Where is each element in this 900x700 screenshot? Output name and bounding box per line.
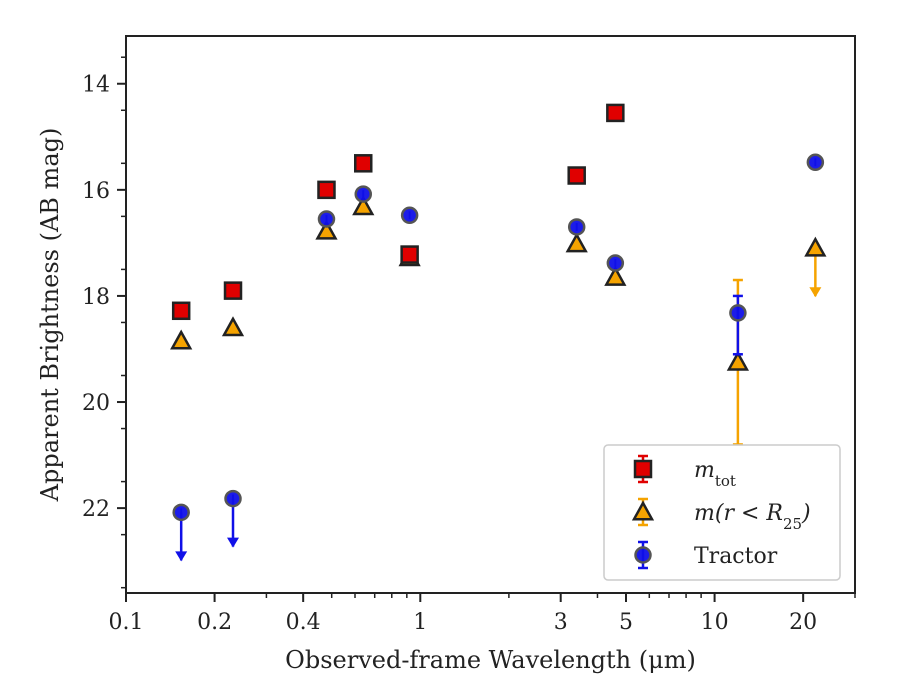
legend-entry-1: mtot — [633, 454, 736, 490]
legend-entry-2: m(r < R25) — [631, 497, 811, 533]
y-tick-label-4: 20 — [82, 391, 110, 416]
x-tick-label-5: 3 — [554, 610, 568, 635]
series-1-point-2 — [223, 281, 243, 300]
series-3-point-1-upper-limit-arrow-head — [175, 551, 188, 562]
legend-label-2: m(r < R25) — [694, 501, 811, 533]
x-tick-label-6: 5 — [619, 610, 633, 635]
series-1-point-7 — [606, 103, 625, 123]
series-3-point-3 — [317, 210, 336, 228]
series-3-point-2 — [224, 489, 242, 508]
series-2 — [170, 195, 827, 446]
y-axis-label: Apparent Brightness (AB mag) — [36, 128, 64, 503]
series-3-point-4 — [354, 185, 373, 203]
series-1 — [171, 103, 625, 321]
series-2-point-2 — [221, 316, 245, 337]
series-2-point-7 — [604, 265, 627, 286]
series-2-point-3 — [315, 219, 338, 240]
legend-entry-3: Tractor — [634, 540, 778, 570]
series-1-point-1 — [171, 301, 191, 321]
x-tick-label-3: 0.4 — [286, 610, 321, 635]
x-axis-label: Observed-frame Wavelength (μm) — [285, 646, 696, 674]
series-2-point-8 — [726, 350, 750, 371]
x-tick-label-1: 0.1 — [109, 610, 144, 635]
plot-frame — [125, 35, 856, 594]
series-2-point-1 — [170, 329, 193, 350]
legend-box — [603, 444, 841, 581]
series-1-point-3 — [317, 180, 336, 200]
legend-label-3: Tractor — [694, 544, 778, 569]
series-3 — [172, 153, 825, 562]
series-1-point-6 — [567, 166, 586, 185]
series-3-point-2-upper-limit-arrow-head — [227, 537, 240, 548]
series-1-point-5 — [400, 245, 419, 264]
x-tick-label-7: 10 — [701, 610, 729, 635]
legend: mtot m(r < R25) Tractor — [603, 444, 841, 581]
series-2-point-6 — [565, 232, 588, 253]
x-tick-label-8: 20 — [789, 610, 817, 635]
y-tick-label-2: 16 — [82, 179, 110, 204]
x-tick-label-2: 0.2 — [197, 610, 232, 635]
y-tick-label-3: 18 — [82, 285, 110, 310]
series-3-point-9 — [806, 153, 825, 172]
series-1-point-4 — [354, 154, 373, 173]
series-3-point-1 — [172, 503, 190, 522]
series-3-point-8 — [729, 304, 747, 322]
x-tick-label-4: 1 — [413, 610, 427, 635]
series-2-point-9-upper-limit-arrow-head — [809, 287, 822, 298]
series-3-point-7 — [606, 254, 625, 272]
y-tick-label-1: 14 — [82, 73, 110, 98]
legend-marker-1 — [633, 459, 653, 479]
legend-label-1: mtot — [694, 458, 736, 490]
series-3-point-5 — [400, 206, 419, 225]
series-3-point-6 — [567, 218, 586, 236]
series-2-point-4 — [352, 195, 375, 216]
series-2-point-9 — [804, 236, 827, 257]
y-tick-label-5: 22 — [82, 497, 110, 522]
legend-marker-3 — [634, 546, 652, 564]
legend-marker-2 — [631, 500, 655, 521]
